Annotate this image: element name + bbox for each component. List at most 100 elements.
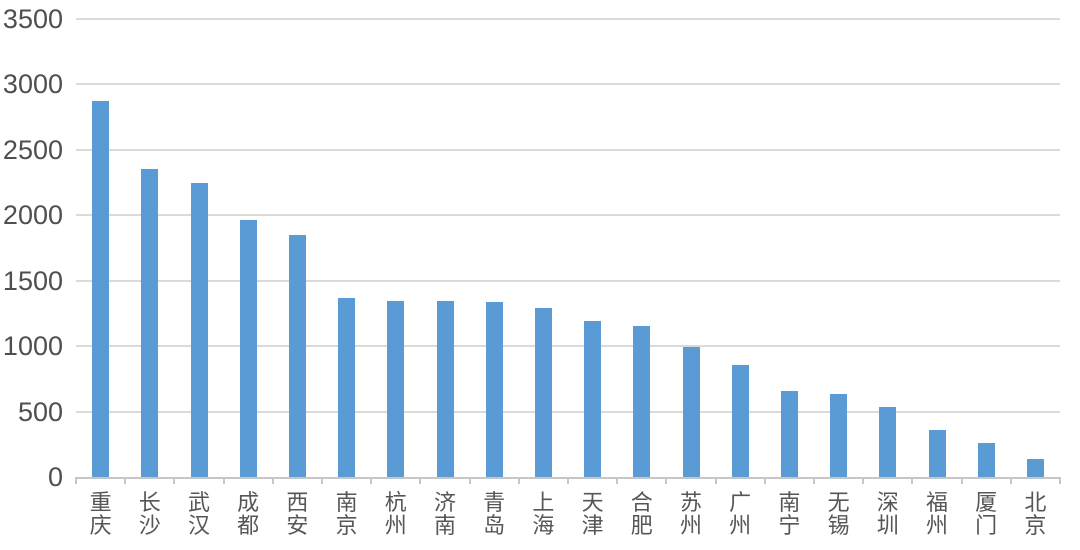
x-axis-label: 杭州	[381, 492, 411, 538]
x-axis-label-char: 深	[876, 491, 899, 516]
x-axis-label-char: 武	[187, 491, 210, 516]
x-axis-tick	[1009, 477, 1012, 484]
gridline	[76, 83, 1060, 86]
bar	[879, 406, 897, 477]
bar	[633, 325, 651, 477]
x-axis-label-char: 州	[679, 514, 702, 539]
x-axis-label-char: 成	[237, 491, 260, 516]
x-axis-tick	[567, 477, 569, 484]
bar	[338, 297, 356, 477]
y-axis-label: 2000	[2, 200, 63, 231]
bar	[780, 391, 798, 477]
gridline	[76, 345, 1060, 348]
x-axis-tick	[665, 477, 668, 484]
x-axis-tick	[124, 477, 127, 484]
x-axis-label: 福州	[922, 492, 952, 538]
x-axis-label-char: 沙	[138, 514, 161, 539]
x-axis-label-char: 天	[581, 491, 604, 516]
x-axis-label: 深圳	[873, 492, 903, 538]
x-axis-label: 苏州	[676, 492, 706, 538]
x-axis-tick	[419, 477, 422, 484]
x-axis-label: 西安	[282, 492, 312, 538]
x-axis-label-char: 南	[433, 514, 456, 539]
x-axis-label-char: 南	[778, 491, 801, 516]
x-axis-label-char: 宁	[778, 514, 801, 539]
x-axis-tick	[960, 477, 963, 484]
x-axis-tick	[321, 477, 323, 484]
x-axis-label-char: 杭	[384, 491, 407, 516]
bar	[141, 169, 159, 477]
x-axis-label-char: 西	[286, 491, 309, 516]
x-axis-tick	[271, 477, 274, 484]
y-axis-label: 1000	[2, 331, 63, 362]
gridline	[76, 214, 1060, 217]
x-axis-tick	[517, 477, 520, 484]
x-axis-label-char: 汉	[187, 514, 210, 539]
x-axis-label: 广州	[725, 492, 755, 538]
bar	[731, 365, 749, 477]
bar	[485, 301, 503, 477]
x-axis-label-char: 州	[729, 514, 752, 539]
x-axis-label-char: 上	[532, 491, 555, 516]
x-axis-label-char: 广	[729, 491, 752, 516]
bar	[534, 308, 552, 477]
x-axis-label: 武汉	[184, 492, 214, 538]
x-axis-label-char: 福	[925, 491, 948, 516]
bar	[830, 393, 848, 477]
x-axis-label: 北京	[1020, 492, 1050, 538]
x-axis-label-char: 岛	[483, 514, 506, 539]
x-axis-tick	[468, 477, 471, 484]
x-axis-label: 天津	[578, 492, 608, 538]
x-axis-tick	[173, 477, 176, 484]
bar	[977, 442, 995, 477]
x-axis-label: 重庆	[86, 492, 116, 538]
x-axis-label: 南宁	[774, 492, 804, 538]
x-axis-label-char: 肥	[630, 514, 653, 539]
x-axis-label-char: 圳	[876, 514, 899, 539]
x-axis-tick	[616, 477, 619, 484]
x-axis-label-char: 庆	[89, 514, 112, 539]
x-axis-tick	[370, 477, 373, 484]
bar	[584, 321, 602, 477]
bar	[682, 346, 700, 477]
bar	[239, 219, 257, 477]
x-axis-tick	[862, 477, 865, 484]
x-axis-tick	[222, 477, 225, 484]
x-axis-label-char: 厦	[975, 491, 998, 516]
x-axis-tick	[763, 477, 766, 484]
x-axis-label-char: 苏	[679, 491, 702, 516]
y-axis-label: 0	[47, 462, 63, 492]
x-axis-label: 合肥	[627, 492, 657, 538]
x-axis-label: 成都	[233, 492, 263, 538]
x-axis-label-char: 重	[89, 491, 112, 516]
x-axis-label-char: 济	[433, 491, 456, 516]
x-axis-label-char: 州	[925, 514, 948, 539]
x-axis-label: 济南	[430, 492, 460, 538]
x-axis-label-char: 北	[1024, 491, 1047, 516]
x-axis-tick	[75, 477, 77, 484]
x-axis-label-char: 锡	[827, 514, 850, 539]
x-axis-label-char: 门	[975, 514, 998, 539]
x-axis-label-char: 南	[335, 491, 358, 516]
y-axis-label: 1500	[2, 265, 63, 296]
y-axis-label: 500	[17, 396, 63, 427]
x-axis-label-char: 无	[827, 491, 850, 516]
bar	[190, 182, 208, 477]
gridline	[76, 18, 1060, 20]
x-axis-tick	[714, 477, 717, 484]
bar	[1026, 459, 1044, 477]
x-axis-label-char: 安	[286, 514, 309, 539]
x-axis-tick	[813, 477, 815, 484]
x-axis-label: 厦门	[971, 492, 1001, 538]
bar	[92, 101, 110, 477]
x-axis-label-char: 都	[237, 514, 260, 539]
gridline	[76, 148, 1060, 151]
x-axis-label-char: 长	[138, 491, 161, 516]
x-axis-label-char: 青	[483, 491, 506, 516]
bar	[387, 300, 405, 477]
x-axis-label-char: 京	[1024, 514, 1047, 539]
x-axis-label-char: 京	[335, 514, 358, 539]
gridline	[76, 279, 1060, 282]
y-axis-label: 3500	[2, 4, 63, 34]
